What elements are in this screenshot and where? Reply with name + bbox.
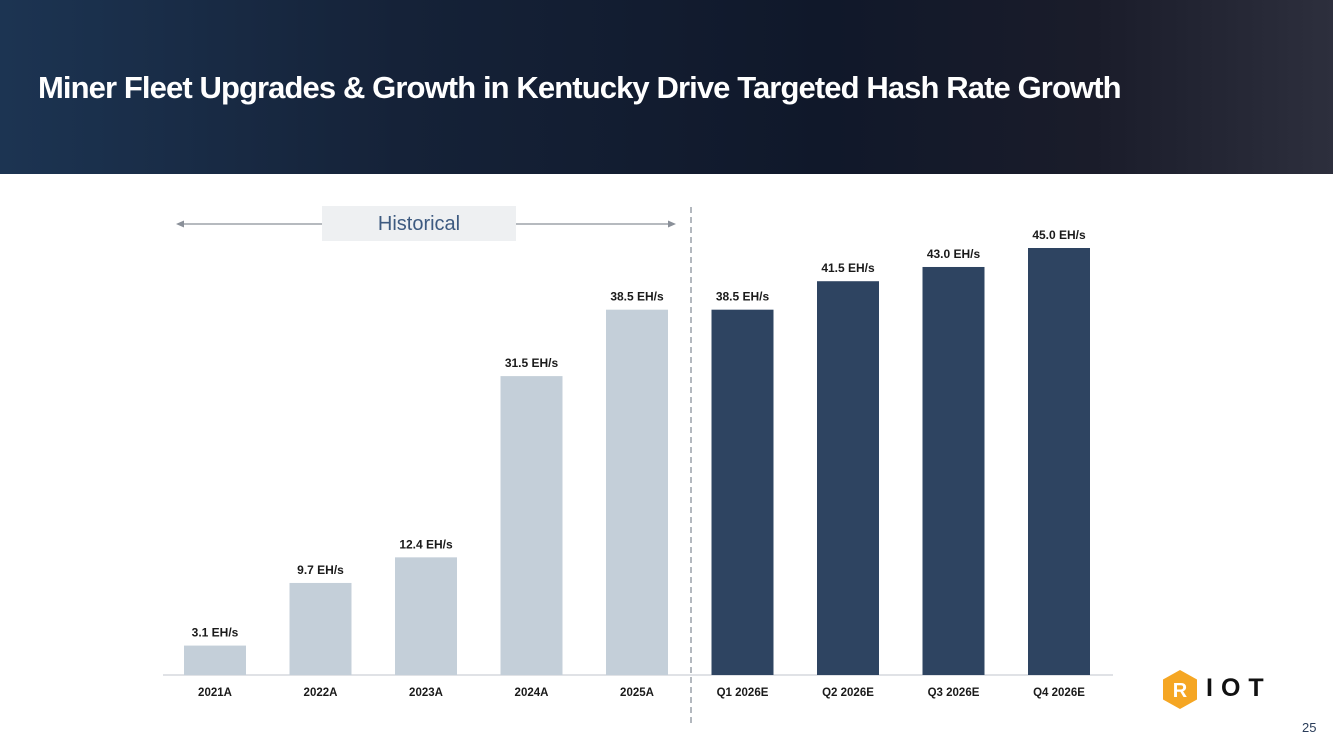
logo-hexagon-icon: R <box>1163 670 1197 709</box>
x-tick-label: 2025A <box>620 687 654 699</box>
historical-label-box <box>322 206 516 241</box>
x-tick-label: 2023A <box>409 687 443 699</box>
historical-label: Historical <box>378 213 460 235</box>
bar-2021a <box>184 645 246 675</box>
logo-wordmark: IOT <box>1206 674 1272 702</box>
data-label: 41.5 EH/s <box>821 261 875 275</box>
bar-series: 3.1 EH/s 2021A 9.7 EH/s 2022A 12.4 EH/s 2023A… <box>184 228 1090 699</box>
x-tick-label: Q2 2026E <box>822 687 874 699</box>
bar-2025a <box>606 309 668 675</box>
bar-q1-2026e <box>711 309 774 675</box>
data-label: 38.5 EH/s <box>610 290 664 304</box>
page-number: 25 <box>1302 720 1317 735</box>
x-tick-label: Q3 2026E <box>928 687 980 699</box>
data-label: 9.7 EH/s <box>297 563 344 577</box>
x-tick-label: Q1 2026E <box>717 687 769 699</box>
bar-2022a <box>289 582 352 675</box>
arrow-right-icon <box>668 220 676 228</box>
bar-2023a <box>395 557 457 675</box>
x-tick-label: 2021A <box>198 687 232 699</box>
data-label: 43.0 EH/s <box>927 247 981 261</box>
x-tick-label: 2022A <box>304 687 338 699</box>
x-tick-label: 2024A <box>515 687 549 699</box>
data-label: 12.4 EH/s <box>399 537 453 551</box>
data-label: 3.1 EH/s <box>192 626 239 640</box>
x-tick-label: Q4 2026E <box>1033 687 1085 699</box>
logo-mark: R <box>1173 680 1188 702</box>
data-label: 45.0 EH/s <box>1032 228 1086 242</box>
bar-q3-2026e <box>922 266 985 675</box>
riot-logo: R IOT <box>1160 668 1280 712</box>
data-label: 38.5 EH/s <box>716 290 770 304</box>
bar-q2-2026e <box>817 281 879 675</box>
slide-title: Miner Fleet Upgrades & Growth in Kentuck… <box>38 70 1122 105</box>
title-banner: Miner Fleet Upgrades & Growth in Kentuck… <box>0 0 1333 174</box>
bar-q4-2026e <box>1028 248 1090 675</box>
historical-annotation: Historical <box>176 206 676 241</box>
data-label: 31.5 EH/s <box>505 356 559 370</box>
arrow-left-icon <box>176 220 184 228</box>
bar-2024a <box>500 376 563 675</box>
